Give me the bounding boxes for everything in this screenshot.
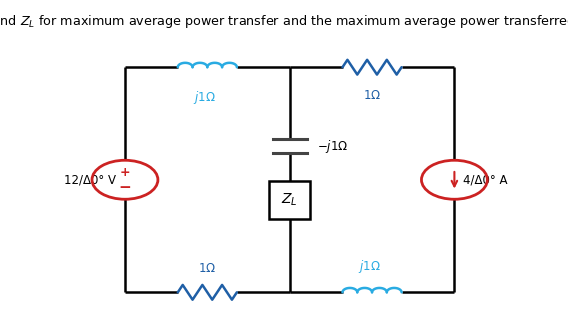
Text: $1\Omega$: $1\Omega$	[363, 89, 381, 102]
Text: 12/Δ0° V: 12/Δ0° V	[64, 173, 116, 186]
Text: $j1\Omega$: $j1\Omega$	[193, 89, 216, 106]
Text: +: +	[120, 166, 130, 179]
Bar	[269, 181, 310, 219]
Text: Find $Z_L$ for maximum average power transfer and the maximum average power tran: Find $Z_L$ for maximum average power tra…	[0, 13, 568, 31]
Text: 4/Δ0° A: 4/Δ0° A	[463, 173, 507, 186]
Text: −: −	[119, 180, 131, 195]
Text: $j1\Omega$: $j1\Omega$	[358, 258, 381, 275]
Text: $-j1\Omega$: $-j1\Omega$	[317, 138, 348, 155]
Text: $Z_L$: $Z_L$	[281, 192, 298, 208]
Text: $1\Omega$: $1\Omega$	[198, 262, 216, 275]
